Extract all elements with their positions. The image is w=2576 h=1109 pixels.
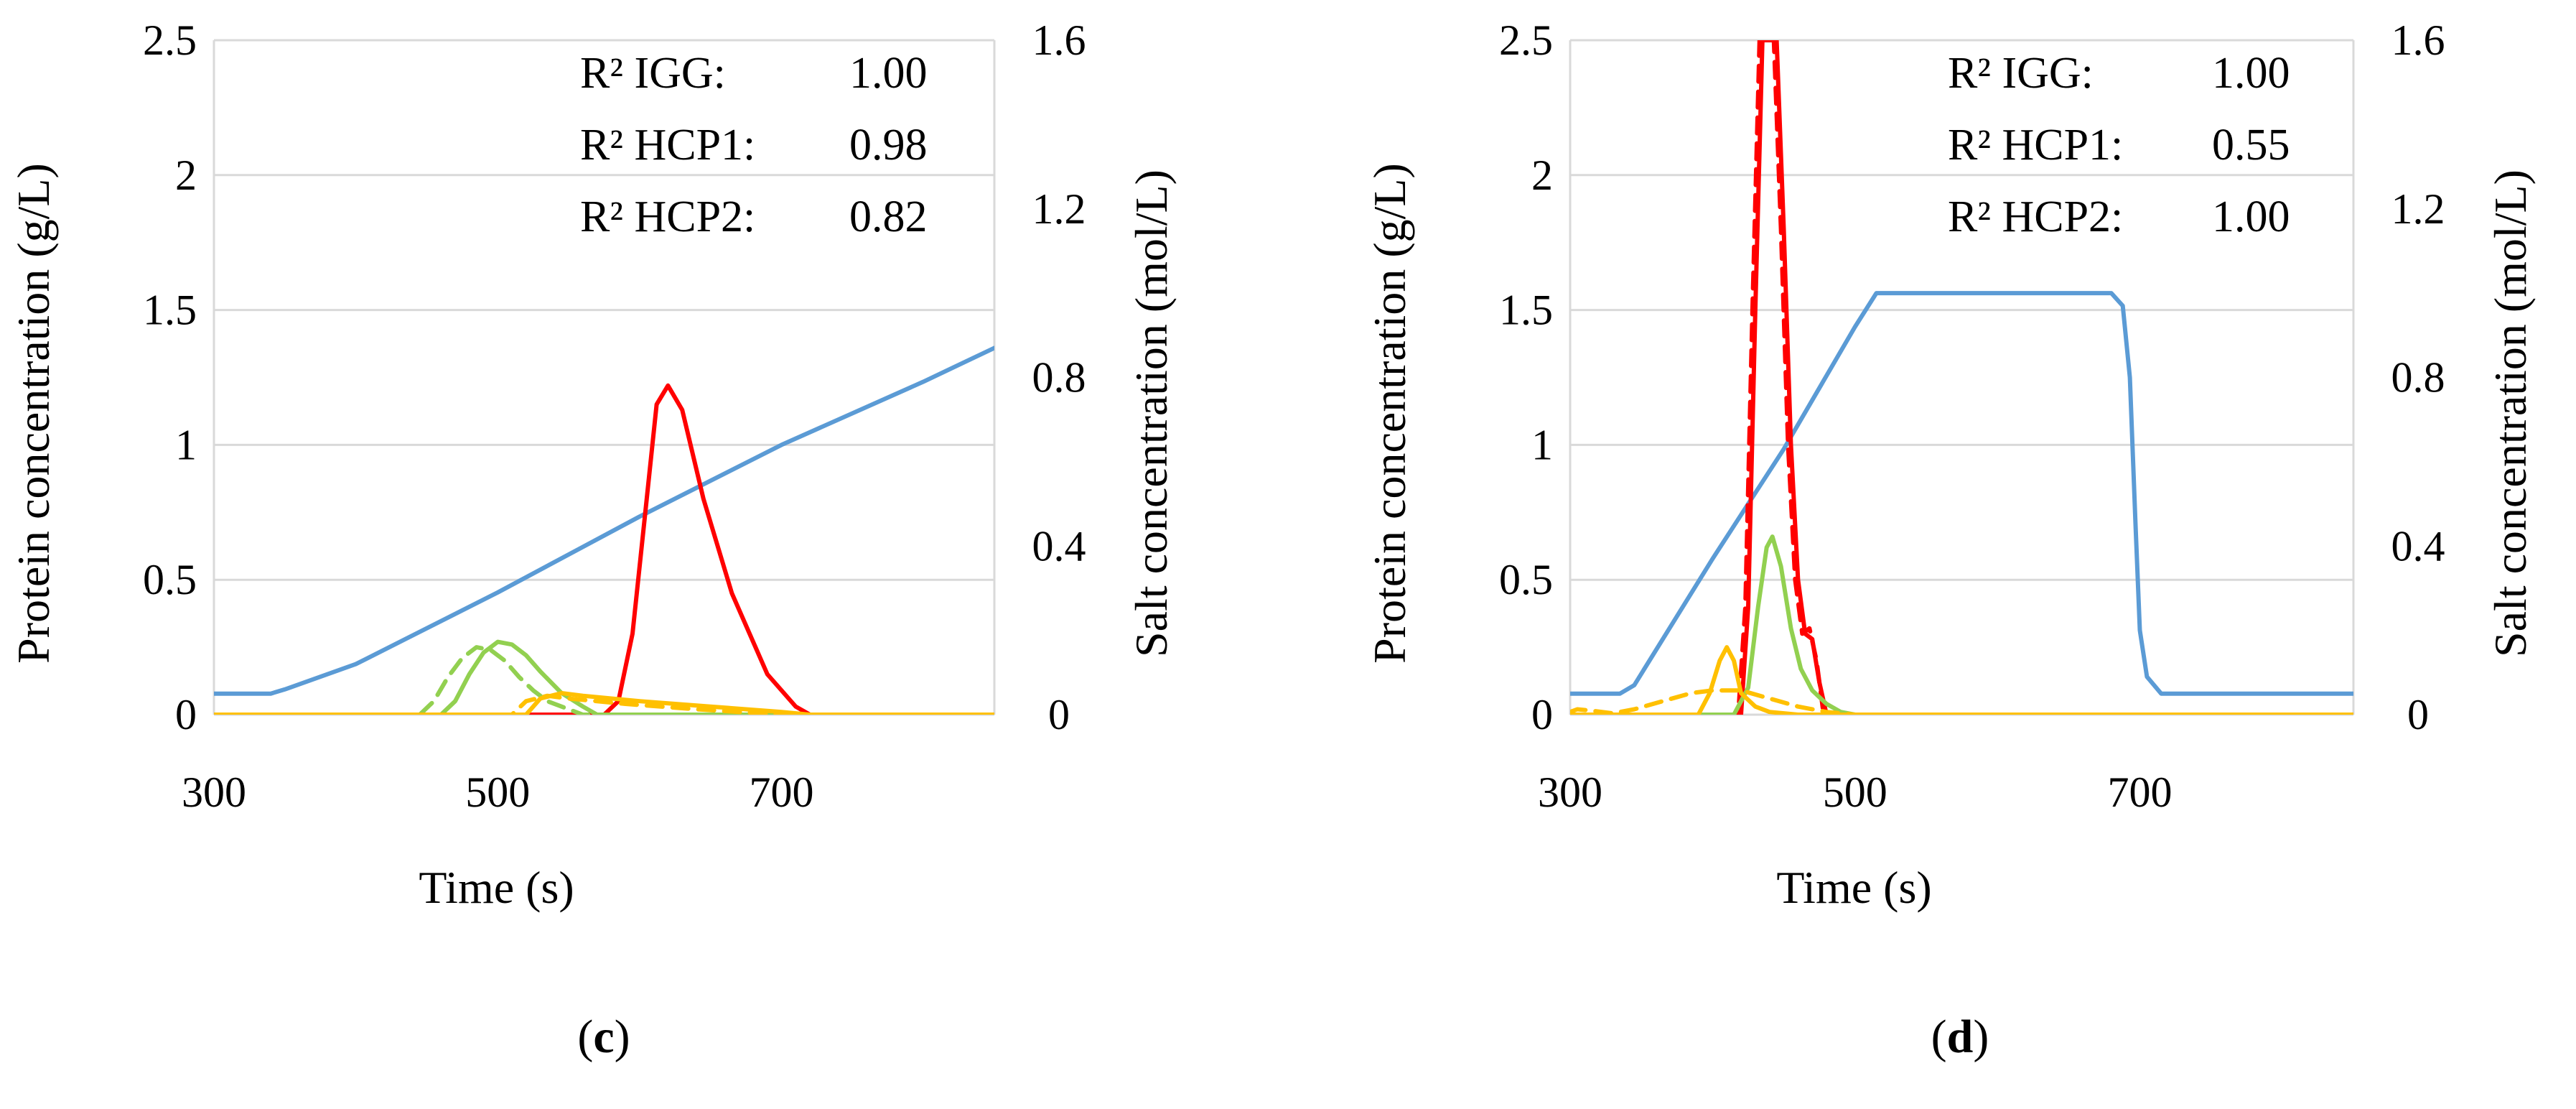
y2-axis-title: Salt concentration (mol/L) [2485,170,2536,657]
y2-axis-title: Salt concentration (mol/L) [1126,170,1177,657]
y-tick-label: 0.5 [1499,556,1553,603]
r2-value: 1.00 [2212,192,2290,241]
y-axis-title: Protein concentration (g/L) [8,163,59,664]
x-axis-title: Time (s) [1776,862,1931,913]
series-line-1 [214,383,994,715]
r2-label: R² HCP2: [580,192,755,241]
y2-tick-label: 0 [2407,691,2429,738]
y2-tick-label: 0.8 [2391,354,2445,402]
y2-tick-label: 0 [1048,691,1070,738]
y-tick-label: 1 [175,421,197,468]
y2-tick-label: 0.4 [2391,522,2445,570]
r2-label: R² HCP2: [1948,192,2123,241]
r2-label: R² IGG: [580,49,726,98]
series-group [1570,40,2353,715]
y2-tick-label: 1.2 [2391,185,2445,233]
r2-value: 0.82 [849,192,928,241]
y-tick-label: 2 [1531,152,1553,199]
series-line-5 [1570,688,2353,715]
y-tick-label: 0.5 [143,556,197,603]
chart-panel-c: 0 0.5 1 1.5 2 2.5 0 0.4 0.8 1.2 1.6 300 500 700 Time (… [8,17,1177,1063]
x-tick-label: 500 [1823,769,1887,816]
series-line-3 [1570,534,2353,715]
y2-tick-label: 1.6 [1032,17,1086,64]
y-tick-label: 0 [175,691,197,738]
r2-label: R² HCP1: [580,121,755,170]
series-line-5 [214,693,994,715]
y-tick-label: 1.5 [143,287,197,334]
series-line-2 [1570,40,2353,715]
series-line-4 [214,691,994,715]
y2-tick-label: 0.8 [1032,354,1086,402]
x-tick-label: 700 [2107,769,2172,816]
x-axis-title: Time (s) [419,862,574,913]
y2-tick-label: 1.2 [1032,185,1086,233]
y2-tick-label: 1.6 [2391,17,2445,64]
y-tick-label: 1 [1531,421,1553,468]
y-tick-label: 2.5 [143,17,197,64]
y2-tick-label: 0.4 [1032,522,1086,570]
panel-label: (d) [1931,1011,1989,1063]
y-tick-label: 2.5 [1499,17,1553,64]
x-tick-label: 500 [465,769,530,816]
y-axis-title: Protein concentration (g/L) [1364,163,1415,664]
y-tick-label: 2 [175,152,197,199]
y-tick-label: 0 [1531,691,1553,738]
series-group [214,345,994,715]
series-line-4 [1570,645,2353,715]
series-line-3 [214,645,994,715]
r2-value: 0.55 [2212,121,2290,170]
r2-value: 0.98 [849,121,928,170]
series-line-0 [214,345,994,696]
r2-label: R² IGG: [1948,49,2094,98]
y-tick-label: 1.5 [1499,287,1553,334]
chart-panel-d: 0 0.5 1 1.5 2 2.5 0 0.4 0.8 1.2 1.6 300 500 700 Time (… [1364,17,2536,1063]
x-tick-label: 300 [182,769,246,816]
r2-value: 1.00 [849,49,928,98]
r2-value: 1.00 [2212,49,2290,98]
series-line-2 [214,639,994,715]
x-tick-label: 300 [1538,769,1602,816]
series-line-0 [1570,291,2353,696]
r2-label: R² HCP1: [1948,121,2123,170]
panel-label: (c) [577,1011,630,1063]
x-tick-label: 700 [750,769,814,816]
